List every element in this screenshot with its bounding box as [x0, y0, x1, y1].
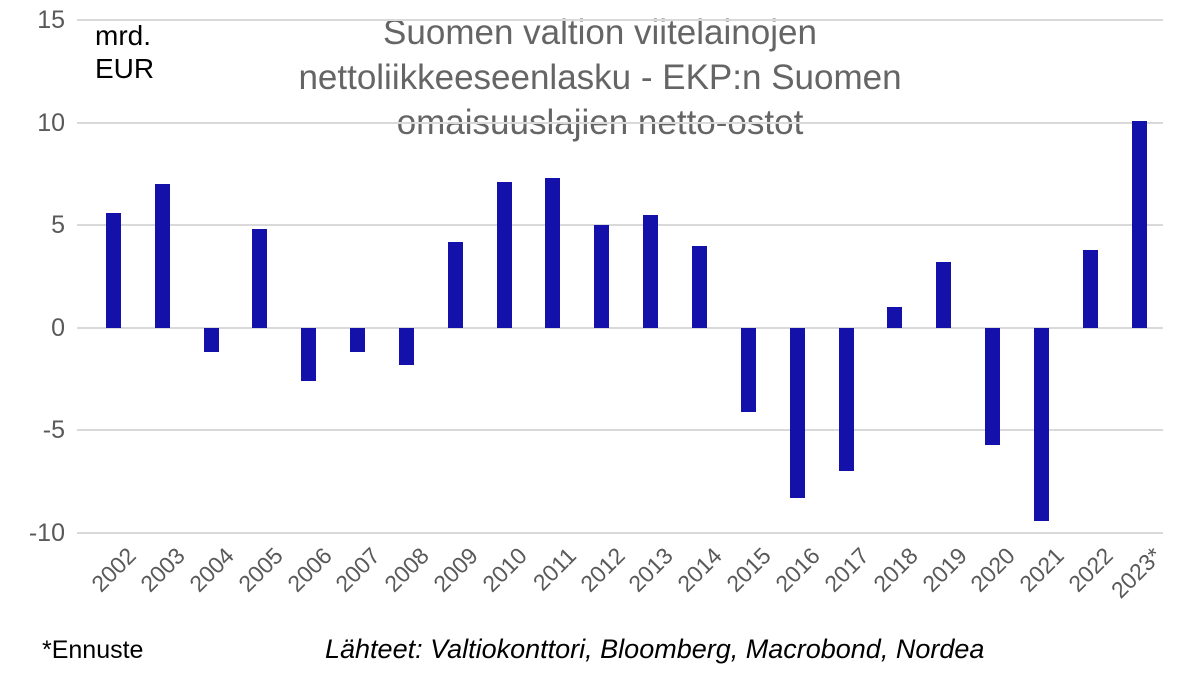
bar-2015: [740, 327, 756, 412]
gridline-15: [77, 19, 1163, 21]
bar-2010: [496, 182, 512, 328]
x-tick-label-2006: 2006: [281, 542, 337, 597]
x-tick-label-2013: 2013: [623, 542, 679, 597]
gridline-5: [77, 224, 1163, 227]
y-tick-label-15: 15: [37, 6, 65, 34]
bar-2016: [789, 327, 805, 499]
x-tick-label-2007: 2007: [330, 542, 386, 597]
bar-2014: [691, 245, 707, 328]
bar-2018: [887, 307, 903, 328]
chart-title-line-2: nettoliikkeeseenlasku - EKP:n Suomen: [298, 58, 902, 97]
bar-2004: [203, 327, 219, 353]
y-tick-label--10: -10: [28, 519, 65, 547]
gridline--5: [77, 429, 1163, 432]
y-tick-label-0: 0: [51, 313, 65, 342]
bar-2013: [643, 214, 659, 328]
x-tick-label-2004: 2004: [184, 542, 239, 597]
bar-2007: [350, 327, 366, 353]
y-axis-unit-line-1: mrd.: [95, 20, 151, 51]
gridline--10: [77, 532, 1163, 534]
x-tick-label-2011: 2011: [527, 542, 581, 596]
bar-2019: [936, 262, 952, 328]
bar-2008: [398, 327, 414, 365]
x-tick-label-2018: 2018: [867, 542, 923, 597]
x-tick-label-2017: 2017: [819, 542, 874, 597]
x-tick-label-2019: 2019: [916, 542, 972, 597]
bar-2002: [105, 212, 121, 328]
plot-area: [77, 19, 1163, 535]
y-axis-unit-line-2: EUR: [95, 53, 155, 84]
x-tick-label-2009: 2009: [428, 542, 483, 597]
bar-2021: [1033, 327, 1049, 521]
y-axis-unit-label: mrd. EUR: [95, 19, 154, 85]
x-tick-label-2002: 2002: [86, 542, 142, 597]
sources-note: Lähteet: Valtiokonttori, Bloomberg, Macr…: [325, 634, 985, 664]
forecast-footnote: *Ennuste: [42, 636, 144, 664]
gridline-0: [77, 326, 1163, 329]
bar-2020: [985, 327, 1001, 445]
x-tick-label-2010: 2010: [477, 542, 532, 597]
bar-2017: [838, 327, 854, 472]
y-tick-label-5: 5: [51, 211, 65, 240]
gridline-10: [77, 121, 1163, 124]
x-tick-label-2023: 2023*: [1105, 542, 1167, 604]
bar-2011: [545, 178, 561, 328]
x-tick-label-2008: 2008: [379, 542, 435, 597]
y-tick-label-10: 10: [37, 108, 65, 137]
x-tick-label-2014: 2014: [672, 542, 728, 597]
x-tick-label-2012: 2012: [574, 542, 630, 597]
bar-2023: [1131, 120, 1147, 328]
x-tick-label-2003: 2003: [135, 542, 190, 597]
x-tick-label-2016: 2016: [770, 542, 825, 597]
y-tick-label--5: -5: [42, 416, 65, 445]
bar-2012: [594, 225, 610, 328]
x-tick-label-2015: 2015: [721, 542, 777, 597]
bar-2003: [154, 184, 170, 328]
bar-2009: [447, 241, 463, 328]
bar-2005: [252, 229, 268, 328]
x-tick-label-2021: 2021: [1014, 542, 1070, 597]
x-tick-label-2005: 2005: [233, 542, 288, 597]
x-tick-label-2020: 2020: [965, 542, 1021, 597]
bar-2022: [1082, 249, 1098, 328]
bar-2006: [301, 327, 317, 382]
